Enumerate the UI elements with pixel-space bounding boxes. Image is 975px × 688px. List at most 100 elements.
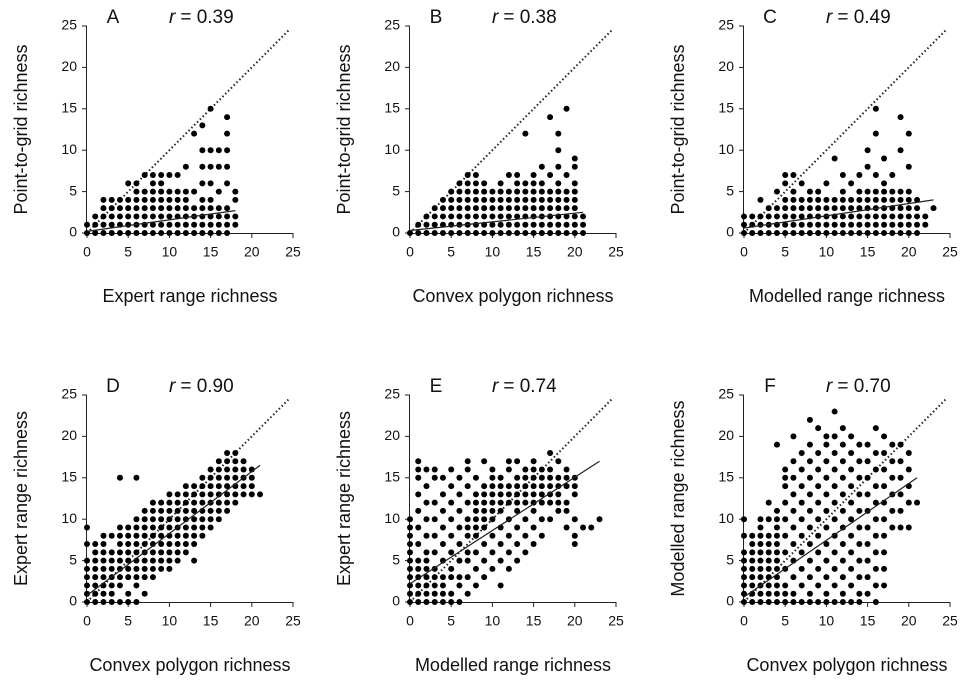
point xyxy=(505,458,512,465)
point xyxy=(773,541,780,548)
point xyxy=(538,516,545,523)
point xyxy=(514,221,521,228)
point xyxy=(141,532,148,539)
point xyxy=(84,557,90,564)
point xyxy=(889,524,896,531)
y-tick-label: 25 xyxy=(718,17,734,33)
point xyxy=(92,213,99,220)
point xyxy=(215,507,222,514)
point xyxy=(555,491,562,498)
point xyxy=(897,441,904,448)
point xyxy=(505,196,512,203)
point xyxy=(100,532,107,539)
point xyxy=(806,416,813,423)
point xyxy=(207,483,214,490)
point xyxy=(856,205,863,212)
point xyxy=(232,196,239,203)
point xyxy=(497,188,504,195)
point xyxy=(823,205,830,212)
point xyxy=(431,582,438,589)
point xyxy=(773,441,780,448)
point xyxy=(166,549,173,556)
point xyxy=(199,122,206,129)
point xyxy=(790,230,797,236)
point xyxy=(757,196,764,203)
point xyxy=(848,180,855,187)
point xyxy=(889,172,896,179)
point xyxy=(773,524,780,531)
point xyxy=(881,565,888,572)
point xyxy=(815,549,822,556)
point xyxy=(489,532,496,539)
point xyxy=(464,230,471,236)
point xyxy=(905,524,912,531)
point xyxy=(897,524,904,531)
point xyxy=(439,221,446,228)
y-tick-label: 25 xyxy=(384,386,400,402)
x-tick-label: 5 xyxy=(447,613,455,629)
x-tick-label: 25 xyxy=(942,244,958,260)
point xyxy=(757,230,764,236)
point xyxy=(872,532,879,539)
point xyxy=(158,549,165,556)
point xyxy=(125,599,132,605)
point xyxy=(199,474,206,481)
point xyxy=(563,205,570,212)
point xyxy=(547,172,554,179)
point xyxy=(133,582,140,589)
stat-value: = 0.38 xyxy=(503,7,556,28)
y-axis-title: Point-to-grid richness xyxy=(11,44,31,214)
x-tick-label: 10 xyxy=(819,613,835,629)
point xyxy=(773,205,780,212)
point xyxy=(881,188,888,195)
point xyxy=(848,483,855,490)
point xyxy=(897,196,904,203)
point xyxy=(571,221,578,228)
point xyxy=(224,483,231,490)
point xyxy=(872,599,879,605)
point xyxy=(914,499,921,506)
point xyxy=(174,549,181,556)
point xyxy=(749,213,756,220)
panel-label: D xyxy=(106,376,120,397)
point xyxy=(224,147,231,154)
point xyxy=(823,599,830,605)
point xyxy=(905,196,912,203)
point xyxy=(514,499,521,506)
point xyxy=(839,221,846,228)
point xyxy=(806,441,813,448)
point xyxy=(563,524,570,531)
point xyxy=(823,196,830,203)
point xyxy=(456,188,463,195)
point xyxy=(448,590,455,597)
point xyxy=(472,221,479,228)
point xyxy=(765,516,772,523)
point xyxy=(448,466,455,473)
point xyxy=(149,188,156,195)
point xyxy=(773,582,780,589)
point xyxy=(538,483,545,490)
y-tick-label: 10 xyxy=(61,141,77,157)
point xyxy=(215,458,222,465)
point xyxy=(530,507,537,514)
point xyxy=(141,590,148,597)
point xyxy=(864,541,871,548)
point xyxy=(839,172,846,179)
point xyxy=(431,466,438,473)
point xyxy=(100,599,107,605)
point xyxy=(431,574,438,581)
point xyxy=(158,196,165,203)
stat-value: = 0.74 xyxy=(503,376,557,397)
point xyxy=(108,557,115,564)
x-tick-label: 0 xyxy=(740,613,748,629)
point xyxy=(831,155,838,162)
point xyxy=(806,590,813,597)
point xyxy=(464,516,471,523)
point xyxy=(232,499,239,506)
point xyxy=(881,433,888,440)
point xyxy=(505,230,512,236)
point xyxy=(823,574,830,581)
point xyxy=(481,205,488,212)
y-tick-label: 15 xyxy=(718,100,734,116)
point xyxy=(472,499,479,506)
